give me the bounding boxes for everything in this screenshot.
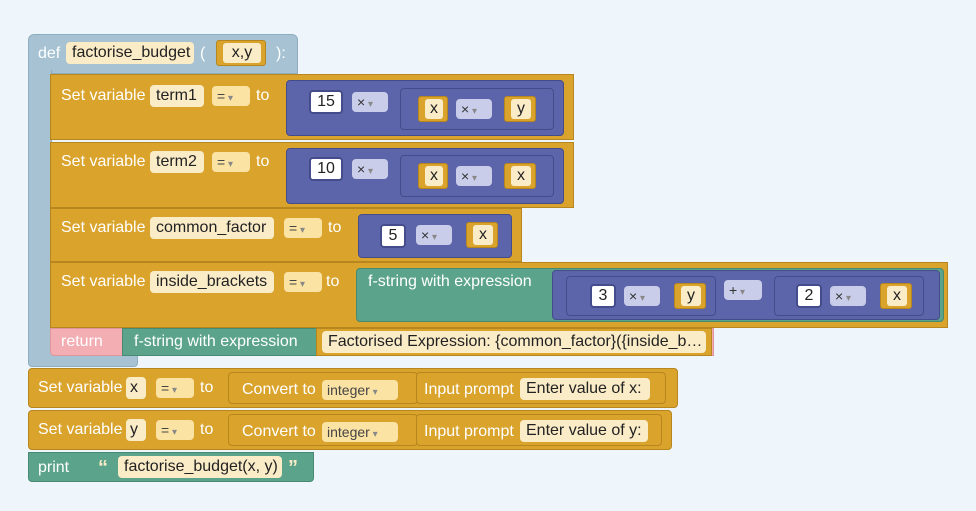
to-label: to bbox=[200, 379, 214, 396]
type-dropdown[interactable]: integer bbox=[322, 422, 398, 442]
function-name-field[interactable]: factorise_budget bbox=[66, 42, 194, 64]
type-dropdown[interactable]: integer bbox=[322, 380, 398, 400]
assign-operator-dropdown[interactable]: = bbox=[156, 420, 194, 440]
print-text-field[interactable]: factorise_budget(x, y) bbox=[118, 456, 282, 478]
multiply-operator-dropdown[interactable]: × bbox=[416, 225, 452, 245]
assign-operator-dropdown[interactable]: = bbox=[284, 218, 322, 238]
var-x-field[interactable]: x bbox=[511, 166, 531, 186]
input-prompt-label: Input prompt bbox=[424, 423, 514, 440]
function-body-spine bbox=[28, 70, 52, 362]
set-variable-label: Set variable bbox=[61, 153, 146, 170]
close-quote-icon: ” bbox=[288, 457, 298, 479]
prompt-text-field[interactable]: Enter value of x: bbox=[520, 378, 650, 400]
multiply-operator-dropdown[interactable]: × bbox=[830, 286, 866, 306]
number-10-field[interactable]: 10 bbox=[309, 157, 343, 181]
assign-operator-dropdown[interactable]: = bbox=[212, 86, 250, 106]
function-footer bbox=[28, 355, 138, 367]
assign-operator-dropdown[interactable]: = bbox=[284, 272, 322, 292]
number-3-field[interactable]: 3 bbox=[590, 284, 616, 308]
open-quote-icon: “ bbox=[98, 457, 108, 479]
var-x-field[interactable]: x bbox=[473, 225, 493, 245]
open-paren: ( bbox=[200, 45, 206, 62]
var-x-block[interactable]: x bbox=[504, 163, 536, 189]
variable-name-field[interactable]: common_factor bbox=[150, 217, 274, 239]
var-y-field[interactable]: y bbox=[511, 99, 531, 119]
return-text-field[interactable]: Factorised Expression: {common_factor}({… bbox=[322, 331, 706, 353]
variable-name-field[interactable]: inside_brackets bbox=[150, 271, 274, 293]
var-x-field[interactable]: x bbox=[887, 286, 907, 306]
set-variable-label: Set variable bbox=[38, 379, 123, 396]
set-variable-label: Set variable bbox=[38, 421, 123, 438]
multiply-operator-dropdown[interactable]: × bbox=[456, 99, 492, 119]
close-paren: ): bbox=[276, 45, 286, 62]
multiply-operator-dropdown[interactable]: × bbox=[352, 92, 388, 112]
var-y-block[interactable]: y bbox=[504, 96, 536, 122]
fstring-label: f-string with expression bbox=[368, 273, 532, 290]
var-y-field[interactable]: y bbox=[681, 286, 701, 306]
var-x-field[interactable]: x bbox=[425, 99, 443, 119]
return-label: return bbox=[61, 333, 103, 350]
set-variable-label: Set variable bbox=[61, 87, 146, 104]
fstring-block[interactable] bbox=[122, 328, 318, 356]
to-label: to bbox=[256, 153, 270, 170]
to-label: to bbox=[200, 421, 214, 438]
variable-name-field[interactable]: term1 bbox=[150, 85, 204, 107]
to-label: to bbox=[328, 219, 342, 236]
params-field[interactable]: x,y bbox=[223, 43, 261, 63]
params-block[interactable]: x,y bbox=[216, 40, 266, 66]
var-x-block[interactable]: x bbox=[418, 163, 448, 189]
variable-name-field[interactable]: y bbox=[126, 419, 146, 441]
assign-operator-dropdown[interactable]: = bbox=[212, 152, 250, 172]
var-x-block[interactable]: x bbox=[418, 96, 448, 122]
var-x-block[interactable]: x bbox=[880, 283, 912, 309]
set-variable-label: Set variable bbox=[61, 219, 146, 236]
number-5-field[interactable]: 5 bbox=[380, 224, 406, 248]
multiply-operator-dropdown[interactable]: × bbox=[624, 286, 660, 306]
multiply-operator-dropdown[interactable]: × bbox=[456, 166, 492, 186]
input-prompt-label: Input prompt bbox=[424, 381, 514, 398]
to-label: to bbox=[256, 87, 270, 104]
set-variable-label: Set variable bbox=[61, 273, 146, 290]
multiply-operator-dropdown[interactable]: × bbox=[352, 159, 388, 179]
convert-label: Convert to bbox=[242, 423, 316, 440]
number-2-field[interactable]: 2 bbox=[796, 284, 822, 308]
addition-operator-dropdown[interactable]: + bbox=[724, 280, 762, 300]
convert-label: Convert to bbox=[242, 381, 316, 398]
assign-operator-dropdown[interactable]: = bbox=[156, 378, 194, 398]
variable-name-field[interactable]: x bbox=[126, 377, 146, 399]
variable-name-field[interactable]: term2 bbox=[150, 151, 204, 173]
prompt-text-field[interactable]: Enter value of y: bbox=[520, 420, 648, 442]
var-y-block[interactable]: y bbox=[674, 283, 706, 309]
fstring-label: f-string with expression bbox=[134, 333, 298, 350]
to-label: to bbox=[326, 273, 340, 290]
var-x-block[interactable]: x bbox=[466, 222, 498, 248]
number-15-field[interactable]: 15 bbox=[309, 90, 343, 114]
print-label: print bbox=[38, 459, 70, 476]
var-x-field[interactable]: x bbox=[425, 166, 443, 186]
def-keyword: def bbox=[38, 45, 61, 62]
